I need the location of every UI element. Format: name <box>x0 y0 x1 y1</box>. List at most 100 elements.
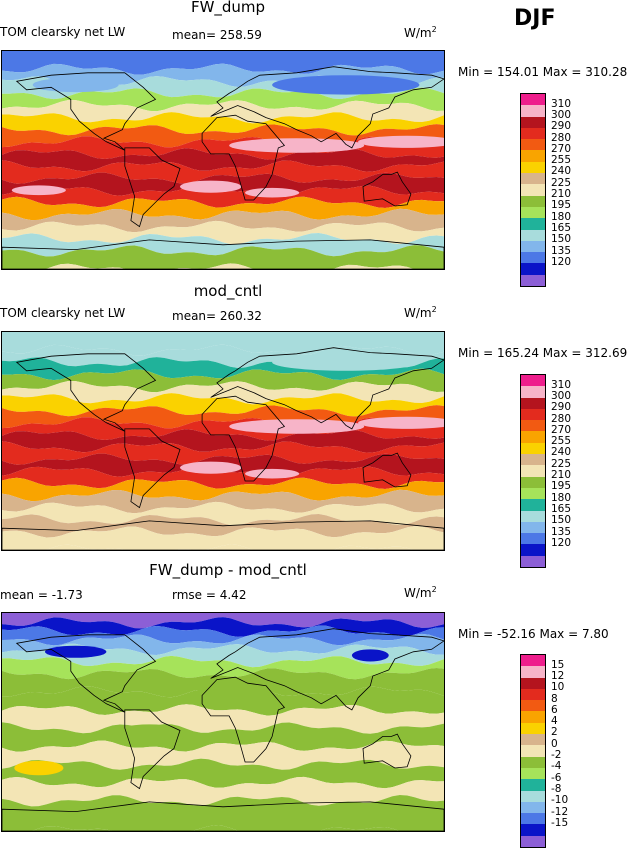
colorbar-tick-label: -12 <box>551 805 569 818</box>
units-label: W/m2 <box>404 585 437 600</box>
contour-band <box>2 332 444 356</box>
colorbar-swatch <box>521 533 545 545</box>
season-label: DJF <box>514 6 556 31</box>
colorbar-swatch <box>521 824 545 836</box>
contour-patch <box>180 461 242 474</box>
colorbar-tick-label: 240 <box>551 446 572 459</box>
colorbar-swatch <box>521 420 545 432</box>
colorbar-tick-label: 180 <box>551 210 572 223</box>
contour-band <box>2 184 444 208</box>
contour-band <box>2 112 444 136</box>
contour-band <box>2 245 444 269</box>
min-max-label: Min = -52.16 Max = 7.80 <box>458 627 609 641</box>
colorbar-swatch <box>521 94 545 106</box>
coastline <box>201 395 286 482</box>
contour-band <box>2 704 444 734</box>
colorbar-swatch <box>521 150 545 162</box>
contour-band <box>2 613 444 629</box>
contour-band <box>2 208 444 233</box>
colorbar-tick-label: 180 <box>551 491 572 504</box>
contour-patch <box>11 185 66 196</box>
colorbar-tick-label: -8 <box>551 782 562 795</box>
colorbar-swatch <box>521 229 545 241</box>
colorbar-swatch <box>521 544 545 556</box>
colorbar-swatch <box>521 677 545 689</box>
colorbar-swatch <box>521 116 545 128</box>
colorbar-swatch <box>521 195 545 207</box>
min-max-label: Min = 165.24 Max = 312.69 <box>458 346 628 360</box>
colorbar-tick-label: -10 <box>551 794 569 807</box>
colorbar-swatch <box>521 161 545 174</box>
contour-band <box>2 776 444 807</box>
coastline <box>201 676 286 763</box>
colorbar-tick-label: 310 <box>551 97 572 110</box>
colorbar-tick-label: 120 <box>551 255 572 268</box>
variable-label: TOM clearsky net LW <box>0 25 126 39</box>
colorbar-swatch <box>521 688 545 701</box>
colorbar-swatch <box>521 454 545 466</box>
colorbar-swatch <box>521 779 545 791</box>
colorbar-tick-label: 120 <box>551 536 572 549</box>
mean-label: mean= 258.59 <box>172 28 262 42</box>
contour-band <box>2 625 444 646</box>
coastline <box>15 353 157 432</box>
contour-patch <box>229 419 365 434</box>
contour-patch <box>180 180 242 193</box>
colorbar-swatch <box>521 173 545 185</box>
coastline <box>362 171 412 207</box>
colorbar-swatch <box>521 521 545 534</box>
colorbar-tick-label: 255 <box>551 435 572 448</box>
colorbar-swatch <box>521 263 545 275</box>
contour-patch <box>358 135 444 148</box>
contour-band <box>2 429 444 453</box>
colorbar-tick-label: 300 <box>551 389 572 402</box>
colorbar-tick-label: 290 <box>551 120 572 133</box>
coastline <box>210 628 444 711</box>
colorbar-tick-label: -2 <box>551 749 562 761</box>
colorbar-tick-label: 150 <box>551 233 572 246</box>
coastline <box>201 114 286 201</box>
panel-title: mod_cntl <box>193 282 263 300</box>
coastline <box>2 520 444 550</box>
contour-band <box>2 617 444 637</box>
contour-patch <box>358 416 444 429</box>
contour-band <box>2 544 444 550</box>
contour-band <box>2 722 444 752</box>
colorbar-swatch <box>521 127 545 140</box>
contour-band <box>2 51 444 75</box>
colorbar-tick-label: 240 <box>551 165 572 178</box>
contour-patch <box>245 187 300 198</box>
colorbar-tick-label: 2 <box>551 726 558 739</box>
contour-band <box>2 263 444 269</box>
colorbar-swatch <box>521 408 545 421</box>
contour-patch <box>44 645 107 658</box>
colorbar-swatches <box>520 654 546 848</box>
colorbar-swatch <box>521 476 545 488</box>
contour-band <box>2 655 444 680</box>
colorbar-swatch <box>521 767 545 780</box>
coastline <box>2 801 444 831</box>
colorbar-tick-label: 6 <box>551 703 558 716</box>
colorbar-tick-label: 225 <box>551 457 572 470</box>
contour-band <box>2 136 444 160</box>
colorbar-tick-label: 15 <box>551 658 565 671</box>
contour-band <box>2 148 444 172</box>
colorbar-tick-label: 270 <box>551 423 572 436</box>
contour-map <box>2 51 444 269</box>
contour-band <box>2 740 444 770</box>
contour-band <box>2 368 444 393</box>
coastline <box>15 72 157 151</box>
contour-patch <box>14 760 64 776</box>
contour-band <box>2 825 444 831</box>
colorbar-tick-label: 270 <box>551 142 572 155</box>
colorbar-swatch <box>521 206 545 219</box>
colorbar-swatch <box>521 813 545 825</box>
contour-band <box>2 344 444 368</box>
contour-patch <box>245 468 300 479</box>
contour-band <box>2 441 444 465</box>
contour-band <box>2 196 444 221</box>
colorbar-tick-label: 165 <box>551 221 572 234</box>
coastline <box>2 239 444 269</box>
colorbar-tick-label: -6 <box>551 771 562 784</box>
